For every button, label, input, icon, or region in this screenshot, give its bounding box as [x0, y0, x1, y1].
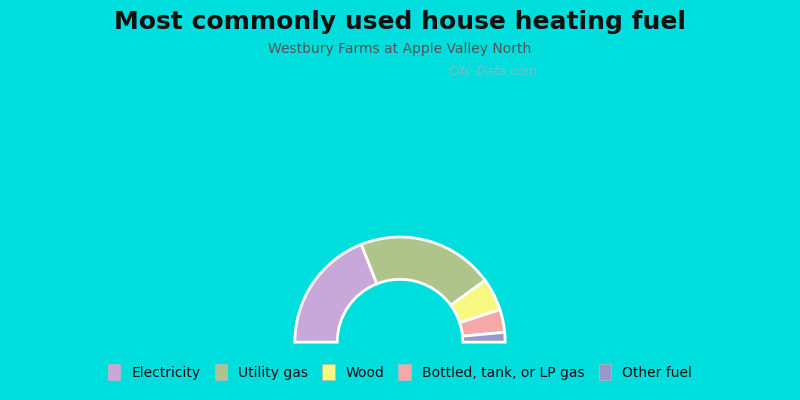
Text: City-Data.com: City-Data.com — [448, 65, 538, 78]
Wedge shape — [362, 237, 485, 305]
Wedge shape — [295, 244, 377, 342]
Text: Most commonly used house heating fuel: Most commonly used house heating fuel — [114, 10, 686, 34]
Wedge shape — [462, 332, 505, 342]
Wedge shape — [460, 310, 505, 336]
Text: Westbury Farms at Apple Valley North: Westbury Farms at Apple Valley North — [268, 42, 532, 56]
Wedge shape — [450, 280, 500, 323]
Legend: Electricity, Utility gas, Wood, Bottled, tank, or LP gas, Other fuel: Electricity, Utility gas, Wood, Bottled,… — [102, 359, 698, 385]
